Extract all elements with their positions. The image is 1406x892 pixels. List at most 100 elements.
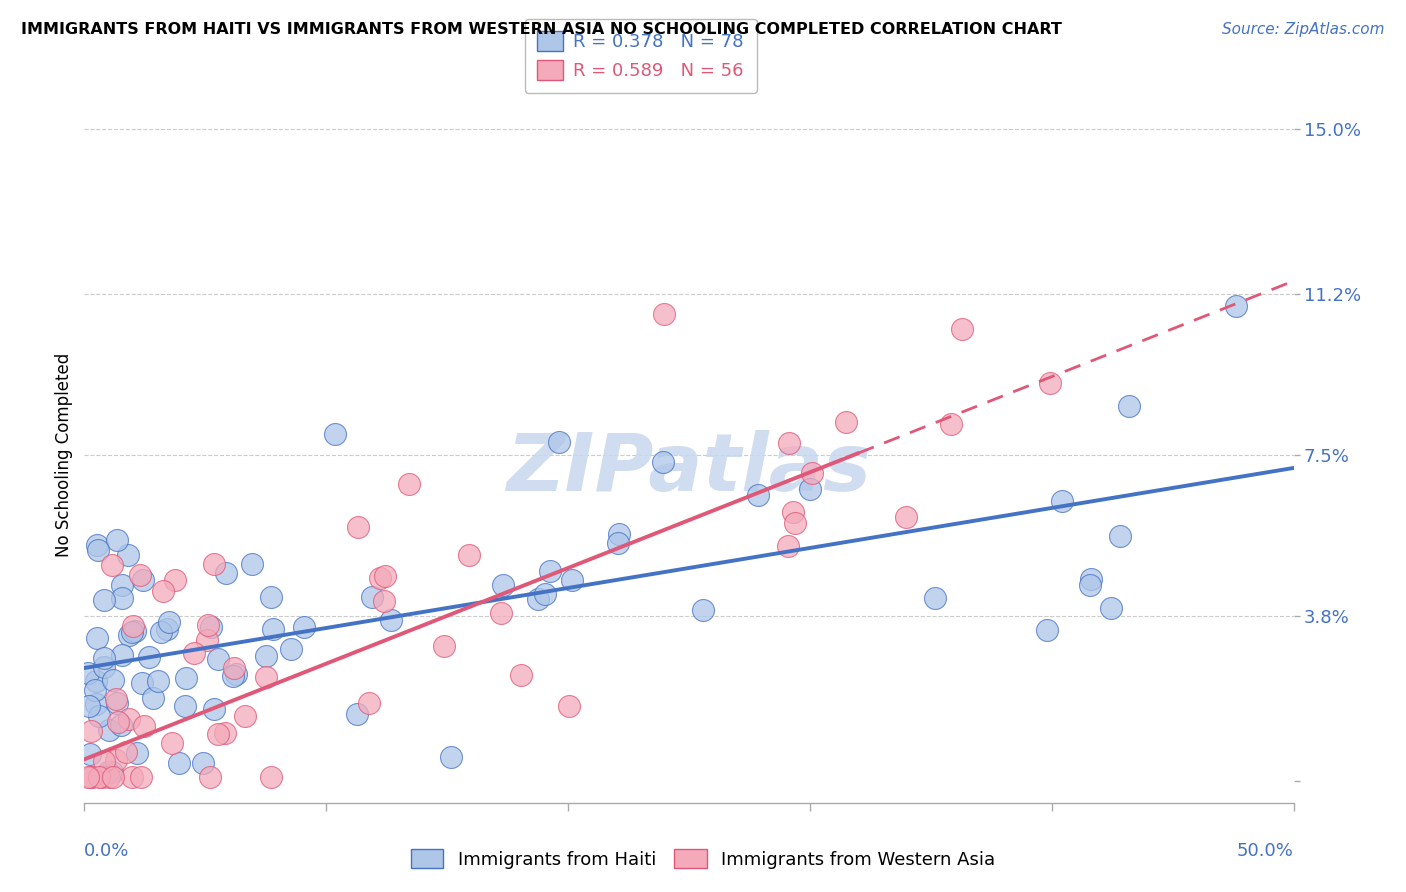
Point xyxy=(129,770,152,784)
Point xyxy=(380,613,402,627)
Point xyxy=(79,770,101,784)
Point xyxy=(357,696,380,710)
Point xyxy=(200,620,222,634)
Point xyxy=(84,697,107,711)
Point xyxy=(558,698,581,713)
Point xyxy=(778,436,800,450)
Point xyxy=(97,770,120,784)
Point xyxy=(104,752,127,766)
Point xyxy=(214,566,236,580)
Point xyxy=(374,568,396,582)
Point xyxy=(1118,399,1140,413)
Point xyxy=(607,526,630,541)
Point xyxy=(492,578,515,592)
Point xyxy=(1080,572,1102,586)
Point xyxy=(101,770,124,784)
Point xyxy=(84,673,107,688)
Point xyxy=(526,591,548,606)
Point xyxy=(489,607,512,621)
Point xyxy=(122,619,145,633)
Text: Source: ZipAtlas.com: Source: ZipAtlas.com xyxy=(1222,22,1385,37)
Point xyxy=(540,564,562,578)
Point xyxy=(87,543,110,558)
Point xyxy=(79,747,101,761)
Point xyxy=(121,625,143,640)
Point xyxy=(1109,529,1132,543)
Point xyxy=(110,718,132,732)
Point xyxy=(1099,600,1122,615)
Point xyxy=(207,726,229,740)
Point xyxy=(121,770,143,784)
Point xyxy=(835,415,858,429)
Point xyxy=(193,756,215,770)
Point xyxy=(111,591,134,606)
Point xyxy=(132,573,155,587)
Point xyxy=(150,625,173,640)
Point xyxy=(97,765,120,780)
Point xyxy=(110,578,132,592)
Point xyxy=(1225,299,1247,313)
Point xyxy=(138,649,160,664)
Point xyxy=(361,590,384,604)
Point xyxy=(782,505,804,519)
Legend: Immigrants from Haiti, Immigrants from Western Asia: Immigrants from Haiti, Immigrants from W… xyxy=(404,841,1002,876)
Text: ZIPatlas: ZIPatlas xyxy=(506,430,872,508)
Point xyxy=(174,699,197,714)
Point xyxy=(652,455,675,469)
Point xyxy=(77,770,100,784)
Point xyxy=(254,649,277,664)
Point xyxy=(323,426,346,441)
Point xyxy=(254,670,277,684)
Point xyxy=(607,535,630,549)
Point xyxy=(233,709,256,723)
Point xyxy=(262,622,284,636)
Point xyxy=(111,648,134,662)
Point xyxy=(950,322,973,336)
Point xyxy=(93,754,115,768)
Point xyxy=(198,770,221,784)
Point xyxy=(107,714,129,729)
Point xyxy=(747,487,769,501)
Point xyxy=(373,594,395,608)
Point xyxy=(398,477,420,491)
Point xyxy=(510,668,533,682)
Point xyxy=(152,583,174,598)
Point xyxy=(174,671,197,685)
Text: 0.0%: 0.0% xyxy=(84,842,129,860)
Point xyxy=(652,307,675,321)
Text: 50.0%: 50.0% xyxy=(1237,842,1294,860)
Point xyxy=(117,548,139,562)
Point xyxy=(346,707,368,722)
Point xyxy=(894,510,917,524)
Point xyxy=(440,750,463,764)
Point xyxy=(347,520,370,534)
Point xyxy=(132,719,155,733)
Point xyxy=(146,674,169,689)
Point xyxy=(77,666,100,681)
Point xyxy=(118,627,141,641)
Point xyxy=(801,466,824,480)
Point xyxy=(534,587,557,601)
Point xyxy=(125,746,148,760)
Point xyxy=(799,482,821,496)
Point xyxy=(924,591,946,606)
Point xyxy=(93,650,115,665)
Point xyxy=(195,633,218,648)
Point xyxy=(260,770,283,784)
Point xyxy=(548,434,571,449)
Point xyxy=(142,691,165,706)
Point xyxy=(225,666,247,681)
Point xyxy=(214,725,236,739)
Point xyxy=(89,770,111,784)
Point xyxy=(80,723,103,738)
Point xyxy=(1050,494,1073,508)
Point xyxy=(202,702,225,716)
Point xyxy=(204,557,226,571)
Point xyxy=(783,516,806,531)
Point xyxy=(280,641,302,656)
Point xyxy=(101,765,124,780)
Point xyxy=(222,661,245,675)
Point xyxy=(128,567,150,582)
Point xyxy=(1035,623,1057,637)
Point xyxy=(80,770,103,784)
